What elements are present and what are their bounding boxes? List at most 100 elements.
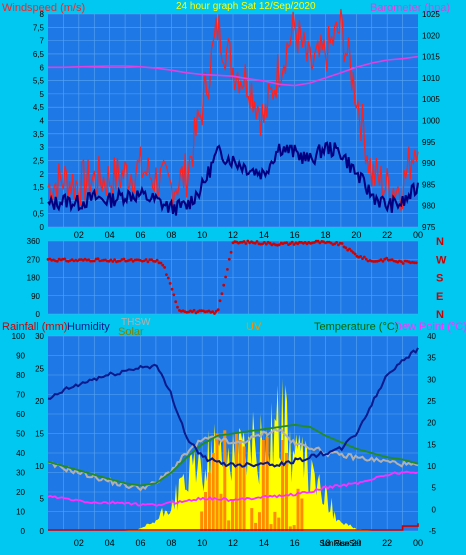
direction-point <box>364 257 368 261</box>
solar-label: Solar <box>118 326 144 338</box>
y-tick-label: 1000 <box>422 117 440 126</box>
y-tick-label: 50 <box>16 430 25 439</box>
direction-point <box>242 240 246 243</box>
direction-point <box>292 243 296 246</box>
uv-bar <box>215 433 219 531</box>
direction-point <box>318 241 322 245</box>
direction-point <box>285 241 288 245</box>
uv-bar <box>284 453 288 531</box>
y-tick-label: 30 <box>427 375 436 384</box>
y-tick-label: 40 <box>427 332 436 341</box>
direction-point <box>381 259 385 263</box>
humidity-ticks: 0 10 20 30 40 50 60 70 80 90 100 <box>12 332 26 536</box>
y-tick-label: 5 <box>40 495 45 504</box>
rainfall-ticks: 0 5 10 15 20 25 30 <box>35 332 44 536</box>
y-tick-label: 1,5 <box>33 183 45 192</box>
y-tick-label: 100 <box>12 332 26 341</box>
direction-point <box>146 260 150 264</box>
direction-point <box>277 243 281 247</box>
y-tick-label: 40 <box>16 449 25 458</box>
compass-label: E <box>436 291 443 303</box>
direction-point <box>348 247 351 251</box>
direction-point <box>229 250 233 254</box>
thsw-label: THSW <box>121 317 151 328</box>
direction-point <box>227 257 231 261</box>
series-humidity <box>47 347 419 468</box>
uv-bar <box>269 524 273 531</box>
direction-point <box>176 305 179 309</box>
y-tick-label: 0 <box>40 527 45 536</box>
series-temperature <box>47 423 419 487</box>
compass-label: N <box>436 236 444 248</box>
direction-point <box>168 282 172 285</box>
direction-point <box>144 258 148 261</box>
y-tick-label: 25 <box>427 397 436 406</box>
barometer-label: Barometer (hpa) <box>370 2 450 14</box>
direction-point <box>329 241 333 245</box>
compass-label: S <box>436 273 443 285</box>
direction-point <box>111 260 115 263</box>
direction-point <box>192 308 196 312</box>
uv-label: UV <box>246 321 262 333</box>
x-tick-label: 14 <box>259 230 269 240</box>
y-tick-label: 5 <box>40 90 45 99</box>
uv-bar <box>207 472 211 531</box>
y-tick-label: 20 <box>427 419 436 428</box>
x-tick-label: 18 <box>320 538 330 548</box>
direction-point <box>218 299 222 303</box>
humidity-label: Humidity <box>67 321 110 333</box>
x-tick-label: 06 <box>135 538 145 548</box>
y-tick-label: 80 <box>16 371 25 380</box>
uv-bar <box>257 512 261 531</box>
series-barometer <box>48 55 419 87</box>
direction-point <box>344 246 348 250</box>
direction-point <box>150 258 154 261</box>
direction-point <box>163 266 167 269</box>
direction-point <box>362 255 366 259</box>
uv-bar <box>250 508 254 531</box>
direction-point <box>333 242 337 246</box>
direction-point <box>268 241 272 245</box>
direction-point <box>159 261 163 265</box>
y-tick-label: 90 <box>16 352 25 361</box>
x-tick-label: 02 <box>74 230 84 240</box>
direction-point <box>174 300 178 304</box>
direction-point <box>55 259 59 263</box>
direction-point <box>224 275 228 279</box>
direction-point <box>161 263 165 267</box>
direction-point <box>385 256 388 260</box>
y-tick-label: 1 <box>40 196 45 205</box>
uv-bar <box>296 488 300 532</box>
direction-point <box>122 257 126 261</box>
panel-wind-barometer: 0 0,5 1 1,5 2 2,5 3 3,5 4 4,5 5 5,5 6 6,5 7 7,5 8 975 980… <box>2 1 450 240</box>
direction-point <box>400 260 403 263</box>
direction-point <box>337 243 340 247</box>
y-tick-label: 7 <box>40 37 45 46</box>
y-tick-label: 980 <box>422 202 436 211</box>
compass-label: W <box>436 254 447 266</box>
direction-point <box>255 240 259 243</box>
uv-bar <box>211 453 215 531</box>
y-tick-label: 270 <box>27 255 41 264</box>
x-tick-label: 00 <box>413 230 423 240</box>
temperature-series <box>47 347 419 532</box>
direction-point <box>216 308 220 312</box>
direction-point <box>165 273 168 276</box>
y-tick-label: 70 <box>16 391 25 400</box>
x-tick-label: 20 <box>351 230 361 240</box>
compass-label: N <box>436 309 444 321</box>
y-tick-label: 360 <box>27 237 41 246</box>
x-tick-label: 08 <box>166 230 176 240</box>
direction-point <box>222 283 226 287</box>
uv-bar <box>273 511 277 531</box>
y-tick-label: 0 <box>21 527 26 536</box>
uv-bar <box>204 492 208 531</box>
y-tick-label: 2 <box>40 170 45 179</box>
direction-point <box>211 310 215 313</box>
y-tick-label: 30 <box>35 332 44 341</box>
direction-point <box>63 257 67 261</box>
x-tick-label: 14 <box>259 538 269 548</box>
y-tick-label: 5,5 <box>33 77 45 86</box>
